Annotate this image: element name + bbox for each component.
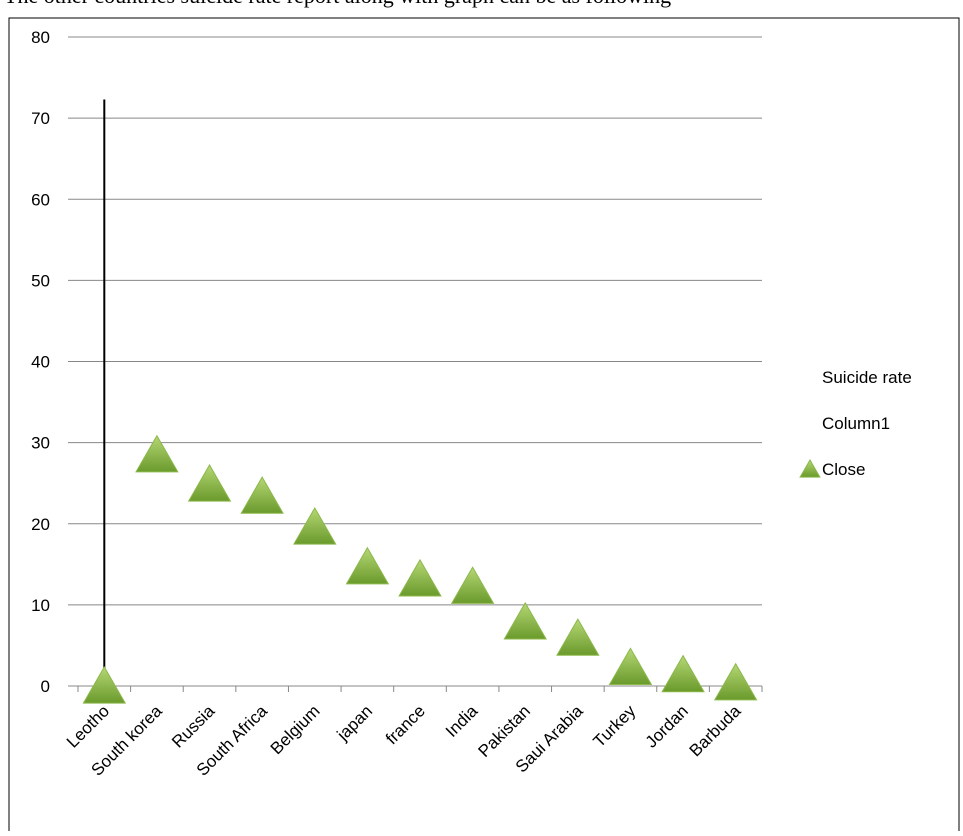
x-tick-label: japan: [333, 701, 377, 745]
legend-marker: [799, 459, 821, 478]
legend-label: Suicide rate: [822, 368, 912, 387]
x-tick-label: Turkey: [590, 701, 640, 751]
y-tick-label: 70: [31, 109, 50, 128]
caption: The other countries suicide rate report …: [4, 0, 671, 8]
close-marker: [135, 434, 179, 473]
close-marker: [187, 464, 232, 502]
x-tick-label: Jordan: [642, 701, 692, 751]
y-tick-label: 40: [31, 353, 50, 372]
y-tick-label: 30: [31, 434, 50, 453]
y-tick-label: 60: [31, 190, 50, 209]
legend-label: Close: [822, 460, 865, 479]
close-marker: [608, 647, 653, 685]
close-marker: [661, 654, 705, 693]
x-tick-label: Russia: [168, 701, 219, 752]
close-marker: [240, 476, 284, 514]
close-marker: [713, 662, 758, 701]
close-marker: [503, 601, 547, 640]
close-marker: [556, 618, 600, 656]
x-tick-label: france: [382, 701, 429, 748]
x-tick-label: India: [442, 701, 482, 741]
y-tick-label: 80: [31, 28, 50, 47]
y-tick-label: 50: [31, 271, 50, 290]
x-tick-label: Belgium: [267, 701, 324, 758]
close-marker: [450, 566, 495, 604]
x-tick-label: Barbuda: [686, 701, 745, 760]
y-tick-label: 10: [31, 596, 50, 615]
close-marker: [398, 558, 442, 597]
legend-label: Column1: [822, 414, 890, 433]
y-tick-label: 0: [41, 677, 50, 696]
close-marker: [82, 666, 127, 704]
y-tick-label: 20: [31, 515, 50, 534]
close-marker: [293, 506, 337, 545]
x-tick-label: Leotho: [63, 701, 113, 751]
close-marker: [345, 546, 390, 585]
chart-border: [8, 17, 960, 836]
